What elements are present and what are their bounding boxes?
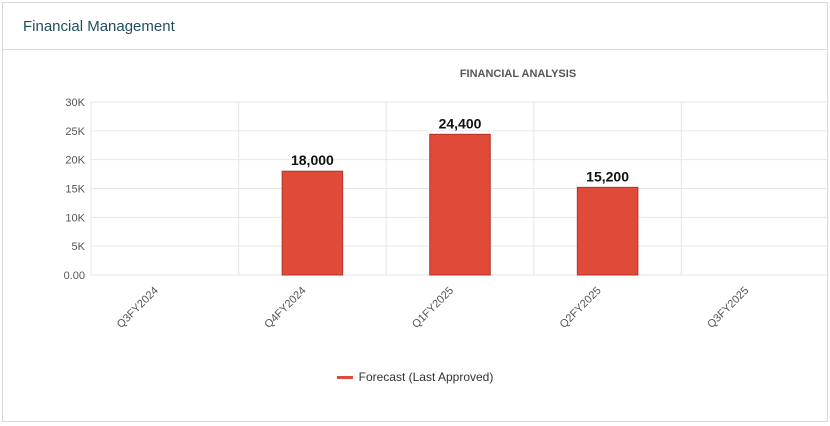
- x-tick-label: Q1FY2025: [410, 285, 456, 331]
- y-tick-label: 10K: [65, 212, 85, 224]
- legend-swatch: [336, 375, 353, 379]
- x-tick-label: Q2FY2025: [558, 285, 604, 331]
- x-axis: Q3FY2024 Q4FY2024 Q1FY2025 Q2FY2025 Q3FY2025: [115, 285, 752, 331]
- bar[interactable]: [576, 186, 639, 276]
- bar-data-label: 24,400: [439, 115, 482, 131]
- legend-label: Forecast (Last Approved): [358, 370, 494, 384]
- x-tick-label: Q4FY2024: [262, 285, 308, 331]
- panel-title: Financial Management: [23, 17, 175, 35]
- x-tick-label: Q3FY2024: [115, 285, 161, 331]
- y-tick-label: 20K: [65, 155, 85, 167]
- y-tick-label: 0.00: [64, 270, 85, 282]
- legend[interactable]: Forecast (Last Approved): [3, 370, 827, 384]
- bar[interactable]: [429, 133, 491, 276]
- bar-data-label: 15,200: [586, 168, 629, 184]
- bar-data-label: 18,000: [291, 152, 334, 168]
- panel-header: Financial Management: [3, 3, 827, 50]
- y-axis: 0.00 5K 10K 15K 20K 25K 30K: [64, 97, 86, 282]
- financial-analysis-chart: FINANCIAL ANALYSIS 0.00 5K 10K 15K 20K 25K 30K…: [3, 50, 830, 421]
- x-tick-label: Q3FY2025: [705, 285, 751, 331]
- y-tick-label: 30K: [65, 97, 85, 109]
- y-tick-label: 15K: [65, 184, 85, 196]
- bars: 18,000 24,400 15,200: [281, 115, 639, 276]
- bar[interactable]: [281, 170, 344, 276]
- chart-title: FINANCIAL ANALYSIS: [460, 68, 576, 80]
- y-tick-label: 5K: [72, 241, 86, 253]
- y-tick-label: 25K: [65, 126, 85, 138]
- chart-svg: FINANCIAL ANALYSIS 0.00 5K 10K 15K 20K 25K 30K…: [64, 68, 830, 331]
